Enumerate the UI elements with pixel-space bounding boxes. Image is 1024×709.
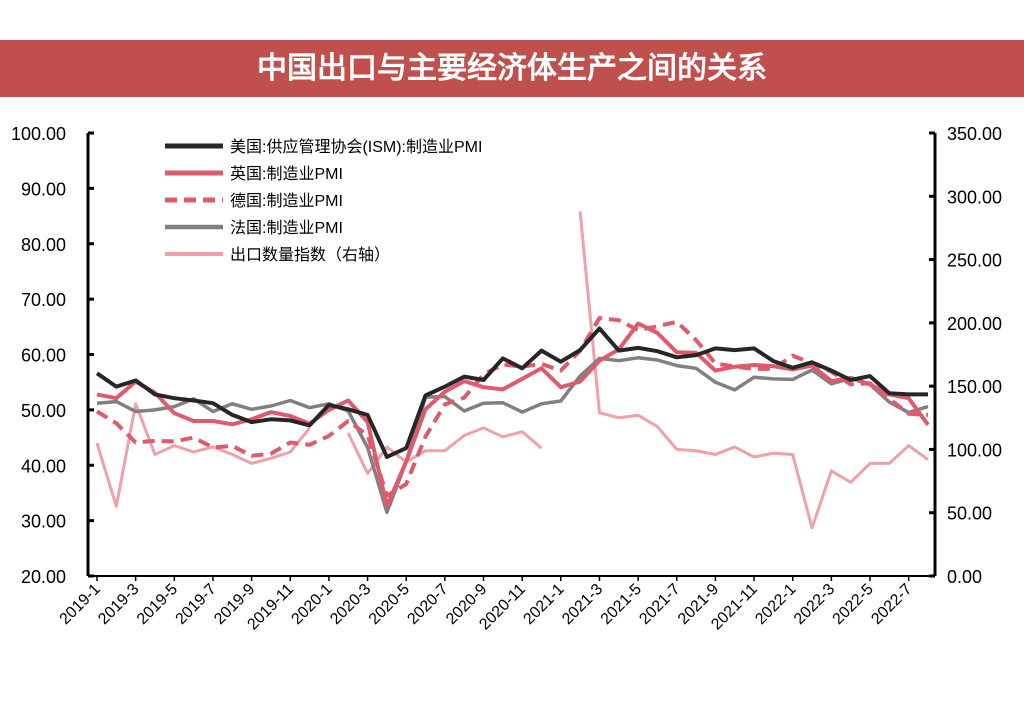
right-tick-label: 300.00 [947,187,1002,207]
x-tick-label: 2019-5 [134,581,181,628]
x-tick-label: 2021-7 [636,581,683,628]
left-tick-label: 40.00 [21,456,66,476]
x-tick-label: 2019-1 [57,581,104,628]
x-tick-label: 2022-5 [830,581,877,628]
right-tick-label: 150.00 [947,377,1002,397]
left-tick-label: 30.00 [21,512,66,532]
x-tick-label: 2021-3 [559,581,606,628]
right-tick-label: 50.00 [947,504,992,524]
x-tick-label: 2022-1 [752,581,799,628]
right-tick-label: 0.00 [947,567,982,587]
x-tick-label: 2021-5 [598,581,645,628]
legend-label: 出口数量指数（右轴） [230,246,390,264]
x-tick-label: 2022-3 [791,581,838,628]
left-tick-label: 100.00 [11,124,66,144]
x-tick-label: 2020-5 [366,581,413,628]
series-line-4 [95,211,929,530]
legend-label: 英国:制造业PMI [230,165,343,183]
right-tick-label: 200.00 [947,314,1002,334]
series-line-3 [96,356,929,515]
x-tick-label: 2021-1 [520,581,567,628]
right-tick-label: 100.00 [947,440,1002,460]
series-line-1 [96,321,930,509]
legend-label: 美国:供应管理协会(ISM):制造业PMI [230,137,482,156]
x-tick-label: 2020-3 [327,581,374,628]
left-tick-label: 60.00 [21,346,66,366]
left-tick-label: 80.00 [21,235,66,255]
x-tick-label: 2019-7 [173,581,220,628]
series-line-2 [95,316,929,498]
legend-label: 德国:制造业PMI [230,192,343,210]
legend: 美国:供应管理协会(ISM):制造业PMI 英国:制造业PMI 德国:制造业PMI 法… [165,137,482,264]
x-tick-label: 2020-7 [404,581,451,628]
left-tick-label: 70.00 [21,290,66,310]
left-tick-label: 20.00 [21,567,66,587]
x-tick-label: 2019-3 [95,581,142,628]
left-tick-label: 90.00 [21,179,66,199]
legend-label: 法国:制造业PMI [230,219,343,237]
left-tick-label: 50.00 [21,401,66,421]
x-tick-label: 2020-1 [288,581,335,628]
right-tick-label: 350.00 [947,124,1002,144]
right-tick-label: 250.00 [947,251,1002,271]
chart-title: 中国出口与主要经济体生产之间的关系 [0,40,1024,97]
x-tick-label: 2022-7 [868,581,915,628]
series-line-0 [95,326,928,459]
